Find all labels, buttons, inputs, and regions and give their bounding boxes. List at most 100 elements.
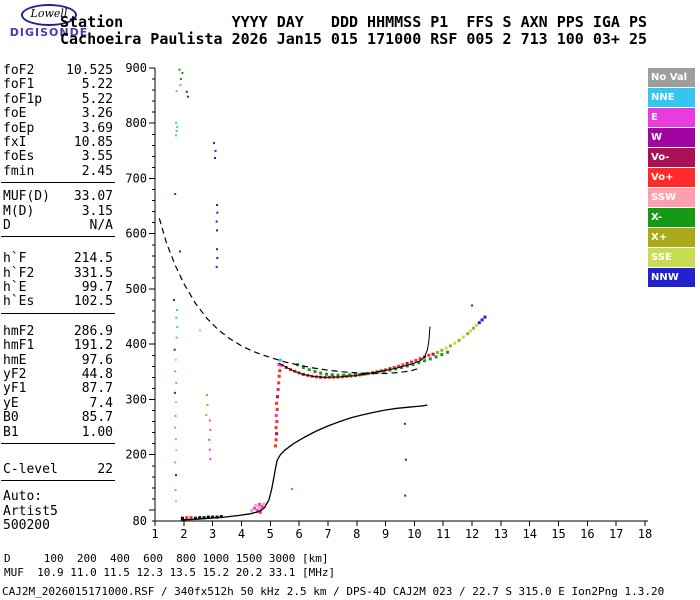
legend-item-w: W	[648, 128, 695, 147]
svg-text:3: 3	[209, 527, 216, 541]
svg-text:7: 7	[324, 527, 331, 541]
series-muf-transmission-curve	[158, 218, 421, 375]
svg-text:700: 700	[125, 171, 147, 185]
series-profile-line	[180, 404, 428, 521]
param-group-1: foF2 10.525 foF1 5.22 foF1p 5.22 foE 3.26 foEp 3.…	[1, 63, 115, 184]
param-label: fmin	[3, 163, 35, 179]
param-value: 7.4	[89, 395, 113, 411]
param-label: Auto:	[3, 489, 43, 505]
svg-text:600: 600	[125, 227, 147, 241]
parameter-panel: foF2 10.525 foF1 5.22 foF1p 5.22 foE 3.26 foEp 3.…	[1, 63, 115, 543]
svg-text:80: 80	[133, 514, 147, 528]
logo: Lowell DIGISONDE	[4, 4, 94, 39]
svg-text:500: 500	[125, 282, 147, 296]
param-value: 3.26	[81, 106, 113, 122]
direction-legend: No Val NNE E W Vo- Vo+ SSW X- X+ SSE NNW	[648, 68, 695, 288]
param-label: hmF1	[3, 338, 35, 354]
param-value: 5.22	[81, 77, 113, 93]
legend-item-ssw: SSW	[648, 188, 695, 207]
param-row-ye: yE 7.4	[1, 395, 115, 411]
param-row-hmf1: hmF1 191.2	[1, 338, 115, 354]
param-row-foe: foE 3.26	[1, 106, 115, 122]
param-label: yE	[3, 395, 19, 411]
svg-text:400: 400	[125, 337, 147, 351]
svg-text:1: 1	[151, 527, 158, 541]
param-value: 5.22	[81, 91, 113, 107]
param-value: 87.7	[81, 381, 113, 397]
svg-text:6: 6	[296, 527, 303, 541]
param-row-md: M(D) 3.15	[1, 203, 115, 219]
param-row-fxi: fxI 10.85	[1, 134, 115, 150]
logo-title: Lowell	[30, 7, 68, 20]
param-row-artist5: Artist5	[1, 504, 115, 519]
param-value: 33.07	[73, 189, 113, 205]
param-row-auto: Auto:	[1, 489, 115, 505]
param-value: 3.55	[81, 149, 113, 165]
svg-text:9: 9	[382, 527, 389, 541]
param-row-fof2: foF2 10.525	[1, 63, 115, 78]
param-group-2: MUF(D) 33.07 M(D) 3.15 D N/A	[1, 189, 115, 238]
svg-text:11: 11	[436, 527, 450, 541]
svg-text:15: 15	[551, 527, 565, 541]
param-value: 10.525	[66, 63, 113, 78]
header-values: Cachoeira Paulista 2026 Jan15 015 171000…	[60, 30, 657, 48]
param-value: 331.5	[73, 265, 113, 281]
legend-item-vo-: Vo-	[648, 148, 695, 167]
lowell-ellipse-icon: Lowell	[21, 4, 77, 26]
svg-text:17: 17	[609, 527, 623, 541]
param-row-he: h`E 99.7	[1, 280, 115, 296]
param-label: fxI	[3, 134, 27, 150]
param-label: B0	[3, 410, 19, 426]
param-label: h`Es	[3, 294, 35, 310]
legend-item-x+: X+	[648, 228, 695, 247]
param-value: 214.5	[73, 251, 113, 267]
param-row-foep: foEp 3.69	[1, 121, 115, 136]
plot-axes	[154, 68, 648, 522]
param-label: hmE	[3, 352, 27, 368]
param-row-hf2: h`F2 331.5	[1, 265, 115, 281]
svg-text:300: 300	[125, 392, 147, 406]
svg-text:10: 10	[407, 527, 421, 541]
param-label: foEs	[3, 149, 35, 165]
series-trace-tail	[431, 315, 487, 356]
param-group-5: C-level 22	[1, 461, 115, 482]
param-label: foF2	[3, 63, 35, 78]
svg-text:18: 18	[638, 527, 652, 541]
param-row-yf1: yF1 87.7	[1, 381, 115, 397]
param-label: M(D)	[3, 203, 35, 219]
param-row-yf2: yF2 44.8	[1, 367, 115, 383]
svg-text:16: 16	[580, 527, 594, 541]
param-label: foE	[3, 106, 27, 122]
param-value: 85.7	[81, 410, 113, 426]
param-value: 10.85	[73, 134, 113, 150]
param-label: h`E	[3, 280, 27, 296]
param-value: 286.9	[73, 323, 113, 339]
param-value: N/A	[89, 217, 113, 233]
series-es-trace	[180, 502, 266, 520]
logo-subtitle: DIGISONDE	[9, 26, 89, 39]
param-label: D	[3, 217, 11, 233]
series-f1-cusp	[274, 358, 282, 448]
param-group-3: h`F 214.5 h`F2 331.5 h`E 99.7 h`Es 102.5	[1, 251, 115, 314]
param-row-fof1p: foF1p 5.22	[1, 91, 115, 107]
param-row-foes: foEs 3.55	[1, 149, 115, 165]
param-value: 99.7	[81, 280, 113, 296]
param-row-b0: B0 85.7	[1, 410, 115, 426]
svg-text:13: 13	[494, 527, 508, 541]
param-label: foF1p	[3, 91, 43, 107]
param-row-mufd: MUF(D) 33.07	[1, 189, 115, 205]
series-noise	[173, 68, 474, 503]
param-value: 22	[97, 461, 113, 477]
svg-text:200: 200	[125, 448, 147, 462]
param-label: 500200	[3, 518, 50, 534]
series-fitted-trace	[278, 326, 431, 378]
param-row-d: D N/A	[1, 217, 115, 233]
legend-item-e: E	[648, 108, 695, 127]
param-label: yF2	[3, 367, 27, 383]
param-label: h`F	[3, 251, 27, 267]
param-label: yF1	[3, 381, 27, 397]
param-row-hme: hmE 97.6	[1, 352, 115, 368]
legend-item-nne: NNE	[648, 88, 695, 107]
plot-y-ticks: 900 800 700 600 500 400 300 200 80	[125, 61, 155, 528]
